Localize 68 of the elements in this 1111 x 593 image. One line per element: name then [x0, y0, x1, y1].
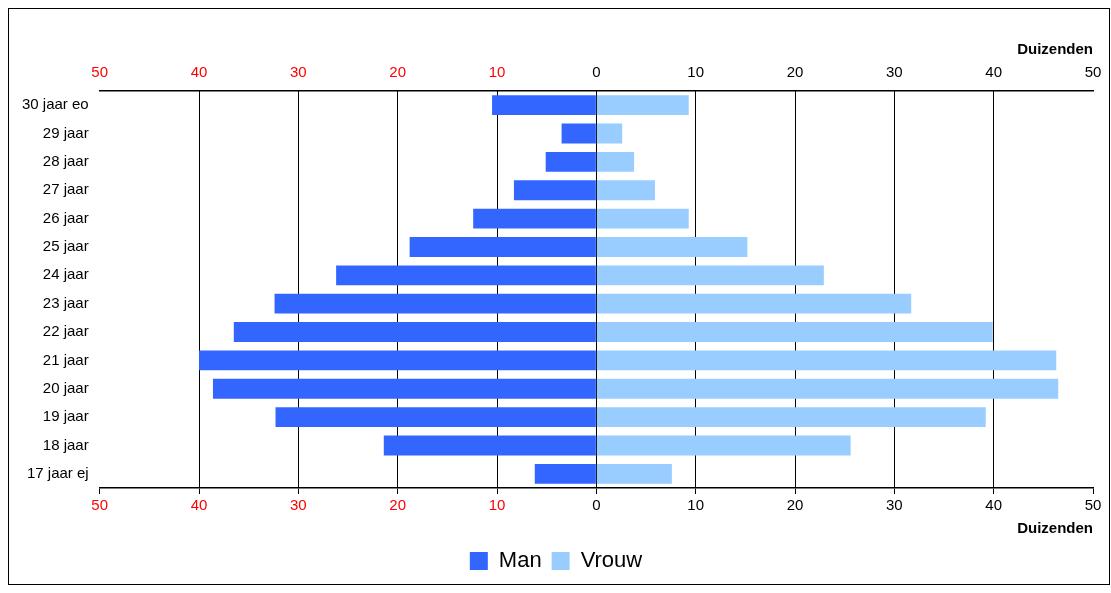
bar	[596, 293, 912, 314]
bar	[275, 407, 596, 428]
bar	[596, 350, 1057, 371]
y-tick-label: 28 jaar	[42, 152, 89, 170]
x2-tick-label: 30	[886, 63, 903, 81]
bar	[596, 180, 655, 201]
x2-tick-label: 30	[290, 63, 307, 81]
bar	[596, 208, 689, 229]
x2-tick-label: 10	[687, 63, 705, 81]
bar	[383, 435, 596, 456]
x-tick-label: 20	[786, 496, 804, 514]
bar	[596, 463, 672, 484]
x2-axis-title: Duizenden	[1017, 40, 1093, 58]
y-tick-label: 25 jaar	[42, 237, 89, 255]
x2-tick-label: 40	[190, 63, 208, 81]
bar	[596, 123, 623, 144]
bar	[545, 151, 596, 172]
bar	[233, 322, 596, 342]
x2-tick-label: 50	[1084, 63, 1102, 81]
x-tick-label: 10	[687, 496, 705, 514]
bar	[336, 265, 596, 286]
y-tick-label: 24 jaar	[42, 265, 89, 283]
bar	[596, 407, 986, 428]
bar	[274, 293, 596, 314]
x-tick-label: 30	[886, 496, 903, 514]
y-tick-label: 26 jaar	[42, 208, 89, 226]
bar	[596, 322, 993, 342]
x2-tick-label: 50	[91, 63, 109, 81]
x-tick-label: 50	[91, 496, 109, 514]
bar	[596, 151, 635, 172]
x-tick-label: 0	[592, 496, 601, 514]
y-tick-label: 29 jaar	[42, 123, 89, 141]
y-tick-label: 17 jaar ej	[27, 463, 89, 481]
legend-label: Man	[498, 547, 542, 573]
bar	[534, 463, 596, 484]
bar	[596, 95, 689, 116]
x-tick-label: 30	[290, 496, 307, 514]
y-tick-label: 21 jaar	[42, 350, 89, 368]
x2-tick-label: 40	[985, 63, 1003, 81]
bar	[409, 237, 596, 257]
x2-tick-label: 20	[389, 63, 407, 81]
legend-label: Vrouw	[580, 547, 643, 573]
bar	[199, 350, 596, 371]
y-tick-label: 30 jaar eo	[22, 95, 89, 113]
bar	[513, 180, 596, 201]
bar	[473, 208, 596, 229]
bar	[596, 378, 1059, 399]
x2-tick-label: 10	[488, 63, 506, 81]
bar	[596, 237, 748, 257]
bar	[596, 435, 851, 456]
x2-tick-label: 20	[786, 63, 804, 81]
y-tick-label: 22 jaar	[42, 322, 89, 340]
bar	[596, 265, 824, 286]
bar	[561, 123, 596, 144]
y-tick-label: 19 jaar	[42, 407, 89, 425]
y-tick-label: 18 jaar	[42, 435, 89, 453]
x-axis-title: Duizenden	[1017, 519, 1093, 537]
bar	[212, 378, 596, 399]
y-tick-label: 27 jaar	[42, 180, 89, 198]
x-tick-label: 40	[190, 496, 208, 514]
x-tick-label: 50	[1084, 496, 1102, 514]
x2-tick-label: 0	[592, 63, 601, 81]
x-tick-label: 10	[488, 496, 506, 514]
y-tick-label: 20 jaar	[42, 378, 89, 396]
x-tick-label: 40	[985, 496, 1003, 514]
bar	[492, 95, 596, 116]
y-tick-label: 23 jaar	[42, 293, 89, 311]
x-tick-label: 20	[389, 496, 407, 514]
